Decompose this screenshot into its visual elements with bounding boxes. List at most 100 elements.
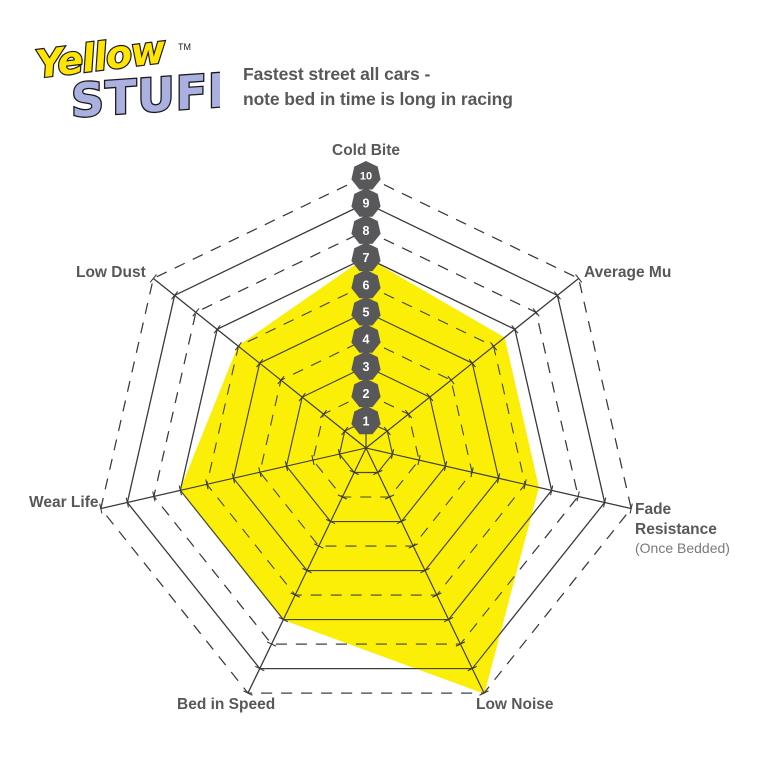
scale-marker-label-2: 2: [363, 387, 370, 401]
tick-pip-axis1-7: [511, 325, 519, 334]
tick-pip-axis3-8: [455, 641, 466, 647]
axis-label-low-dust: Low Dust: [76, 264, 146, 281]
scale-marker-label-7: 7: [363, 251, 370, 265]
scale-markers: 1 2 3 4 5 6 7 8 9 10: [351, 161, 381, 435]
scale-marker-badge-5: [351, 297, 381, 326]
tick-pip-axis4-1: [349, 469, 359, 476]
tick-pip-axis2-3: [443, 461, 448, 472]
tick-pip-axis2-10: [629, 503, 633, 514]
axis-label-average-mu: Average Mu: [584, 264, 672, 281]
tick-pip-axis2-7: [549, 485, 554, 496]
axis-label-fade-line-2: Resistance: [635, 520, 717, 538]
tick-pip-axis1-5: [468, 358, 476, 368]
tick-pip-axis4-10: [243, 690, 253, 696]
chart-title-line-2: note bed in time is long in racing: [243, 89, 513, 110]
tick-pip-axis6-8: [192, 308, 200, 317]
tick-pip-axis1-3: [426, 392, 434, 402]
tick-pip-axis6-9: [171, 291, 179, 300]
tick-pip-axis5-4: [258, 467, 262, 478]
scale-marker-label-10: 10: [360, 171, 372, 183]
tick-pip-axis3-1: [373, 469, 383, 476]
grid-ring-overlay-8: [153, 229, 579, 645]
tick-pip-axis4-8: [266, 641, 277, 647]
tick-pip-axis3-10: [479, 690, 489, 696]
tick-pip-axis1-10: [575, 274, 583, 283]
axis-label-cold-bite: Cold Bite: [332, 142, 401, 159]
logo-artwork: Yellow TM STUFF: [32, 26, 220, 126]
logo-trademark-icon: TM: [178, 42, 191, 52]
grid-rings-overlay: [100, 175, 632, 694]
tick-pip-axis2-6: [523, 479, 527, 490]
scale-marker-9: 9: [351, 188, 381, 217]
scale-marker-2: 2: [351, 378, 381, 408]
tick-pip-axis2-5: [496, 473, 501, 484]
scale-marker-badge-1: [351, 405, 381, 435]
scale-marker-label-8: 8: [363, 224, 370, 238]
yellowstuff-logo: Yellow TM STUFF: [30, 26, 220, 126]
scale-marker-label-9: 9: [363, 197, 370, 211]
tick-pip-axis2-9: [603, 497, 607, 508]
grid-ring-overlay-7: [179, 256, 553, 621]
scale-marker-badge-8: [351, 215, 381, 244]
scale-marker-label-6: 6: [363, 278, 370, 292]
axis-label-wear-life: Wear Life: [29, 494, 99, 511]
tick-pip-axis1-8: [532, 308, 540, 317]
tick-pip-axis3-2: [384, 494, 395, 500]
tick-pip-axis3-6: [432, 592, 442, 598]
tick-pip-axis2-2: [417, 455, 421, 466]
tick-pip-axis5-6: [205, 479, 209, 490]
tick-pip-axis4-7: [278, 616, 289, 623]
scale-marker-badge-10: [351, 161, 381, 190]
scale-marker-label-5: 5: [363, 306, 370, 320]
chart-title: Fastest street all cars - note bed in ti…: [243, 62, 623, 113]
tick-pip-axis2-4: [470, 467, 474, 478]
tick-pip-axis2-1: [390, 449, 395, 460]
scale-marker-1: 1: [351, 405, 381, 435]
scale-marker-label-4: 4: [363, 333, 370, 347]
grid-ring-overlay-1: [338, 420, 394, 474]
axis-label-fade-note: (Once Bedded): [635, 539, 730, 556]
scale-marker-label-3: 3: [363, 360, 370, 374]
tick-pip-axis5-5: [231, 473, 236, 484]
tick-pip-axis1-1: [383, 426, 391, 436]
grid-ring-overlay-10: [100, 175, 632, 694]
tick-pip-axis6-6: [234, 341, 242, 351]
grid-ring-overlay-2: [312, 392, 420, 498]
scale-marker-badge-3: [351, 351, 381, 380]
grid-ring-overlay-4: [259, 338, 473, 547]
axis-label-bed-in-speed: Bed in Speed: [177, 696, 276, 713]
tick-pip-axis3-4: [408, 543, 418, 549]
tick-pip-axis5-1: [337, 449, 342, 460]
scale-marker-badge-9: [351, 188, 381, 217]
series-polygon-layer: [179, 257, 539, 694]
scale-marker-badge-4: [351, 324, 381, 353]
tick-pip-axis3-3: [396, 518, 407, 525]
tick-pip-axis5-2: [311, 455, 315, 466]
tick-pip-axis1-2: [404, 409, 413, 419]
tick-pip-axis4-9: [255, 665, 265, 672]
tick-pip-axis4-4: [314, 543, 324, 549]
scale-marker-5: 5: [351, 297, 381, 326]
tick-pip-axis3-9: [467, 665, 477, 672]
tick-pip-axis5-3: [284, 461, 289, 472]
tick-pip-axis5-8: [152, 491, 156, 502]
tick-pip-axis5-10: [99, 503, 103, 514]
tick-pip-axis6-3: [298, 392, 306, 402]
grid-ring-overlay-5: [232, 311, 500, 572]
tick-pip-axis2-8: [576, 491, 580, 502]
tick-pip-axis6-1: [341, 426, 349, 436]
tick-pip-axis6-7: [213, 325, 221, 334]
chart-title-line-1: Fastest street all cars -: [243, 64, 431, 84]
scale-marker-6: 6: [351, 269, 381, 299]
scale-marker-badge-6: [351, 269, 381, 299]
axis-label-low-noise: Low Noise: [476, 696, 554, 713]
scale-marker-4: 4: [351, 324, 381, 353]
tick-pip-axis6-2: [319, 409, 328, 419]
tick-pip-axis3-7: [443, 616, 454, 623]
series-polygon-yellowstuff: [179, 257, 539, 694]
tick-pip-axis3-5: [420, 567, 430, 574]
axis-label-fade-line-1: Fade: [635, 501, 672, 518]
tick-pip-axis4-6: [290, 592, 300, 598]
